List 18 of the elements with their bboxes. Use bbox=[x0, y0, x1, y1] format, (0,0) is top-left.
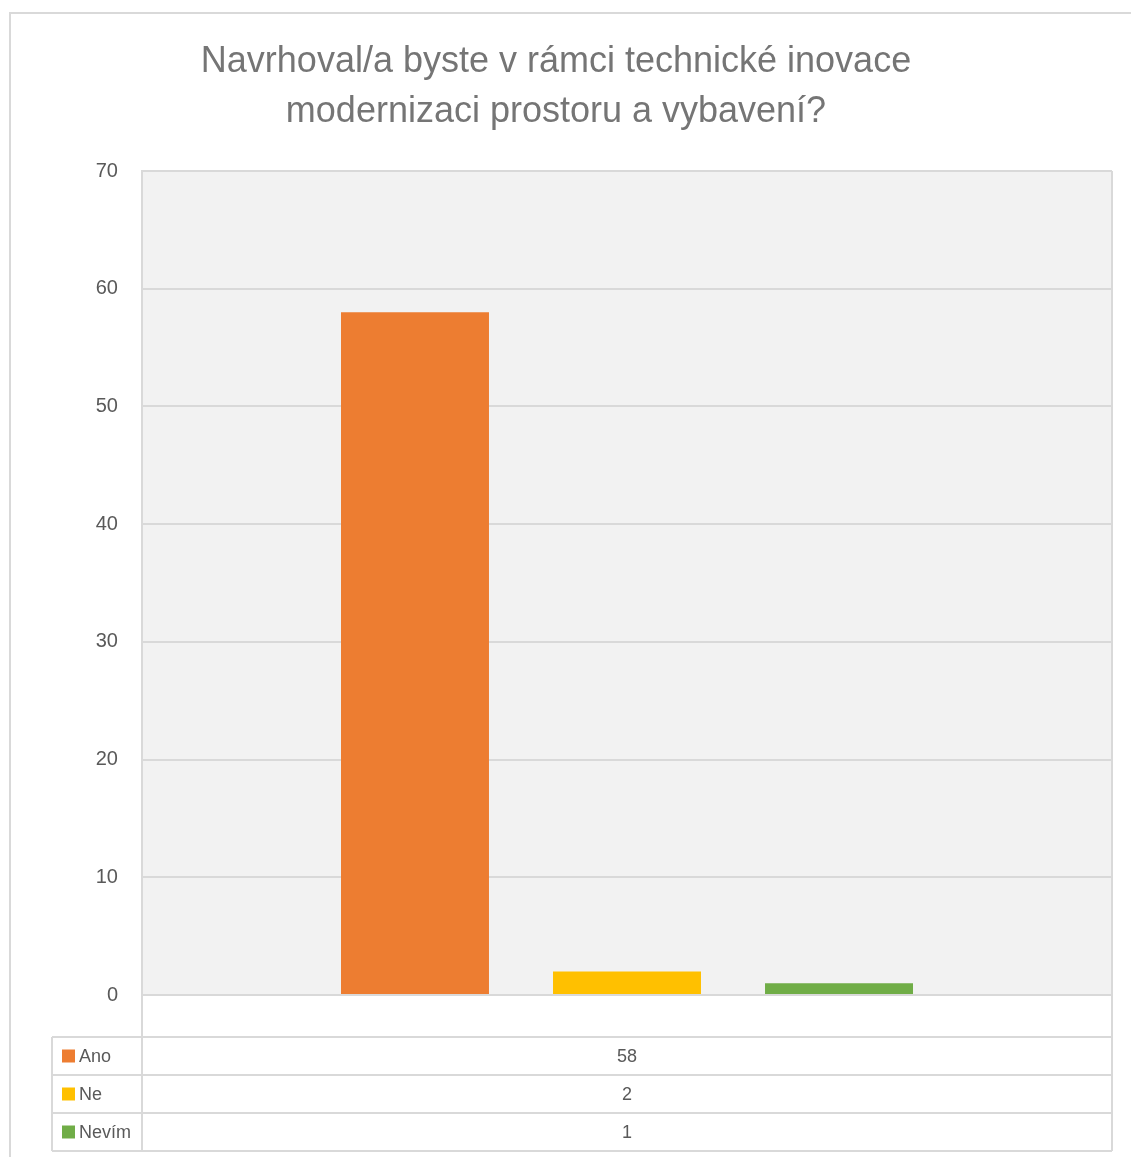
legend-label: Ano bbox=[79, 1045, 112, 1066]
chart-title: Navrhoval/a byste v rámci technické inovace modernizaci prostoru a vybavení? bbox=[200, 38, 912, 130]
y-tick-label: 30 bbox=[95, 629, 118, 652]
text: 58 bbox=[616, 1045, 638, 1066]
y-tick-label: 20 bbox=[95, 747, 118, 770]
text: 1 bbox=[621, 1121, 633, 1142]
bar bbox=[553, 971, 701, 994]
bar bbox=[341, 312, 489, 994]
y-tick-label: 0 bbox=[106, 982, 118, 1005]
y-tick-label: 10 bbox=[95, 864, 118, 887]
y-tick-label: 60 bbox=[95, 276, 118, 299]
text: 2 bbox=[621, 1083, 633, 1104]
legend-label: Nevím bbox=[79, 1121, 132, 1142]
legend-label: Ne bbox=[79, 1083, 103, 1104]
y-tick-label: 40 bbox=[95, 511, 118, 534]
bar bbox=[765, 983, 913, 994]
y-tick-label: 50 bbox=[95, 394, 118, 416]
y-tick-label: 70 bbox=[95, 158, 118, 181]
